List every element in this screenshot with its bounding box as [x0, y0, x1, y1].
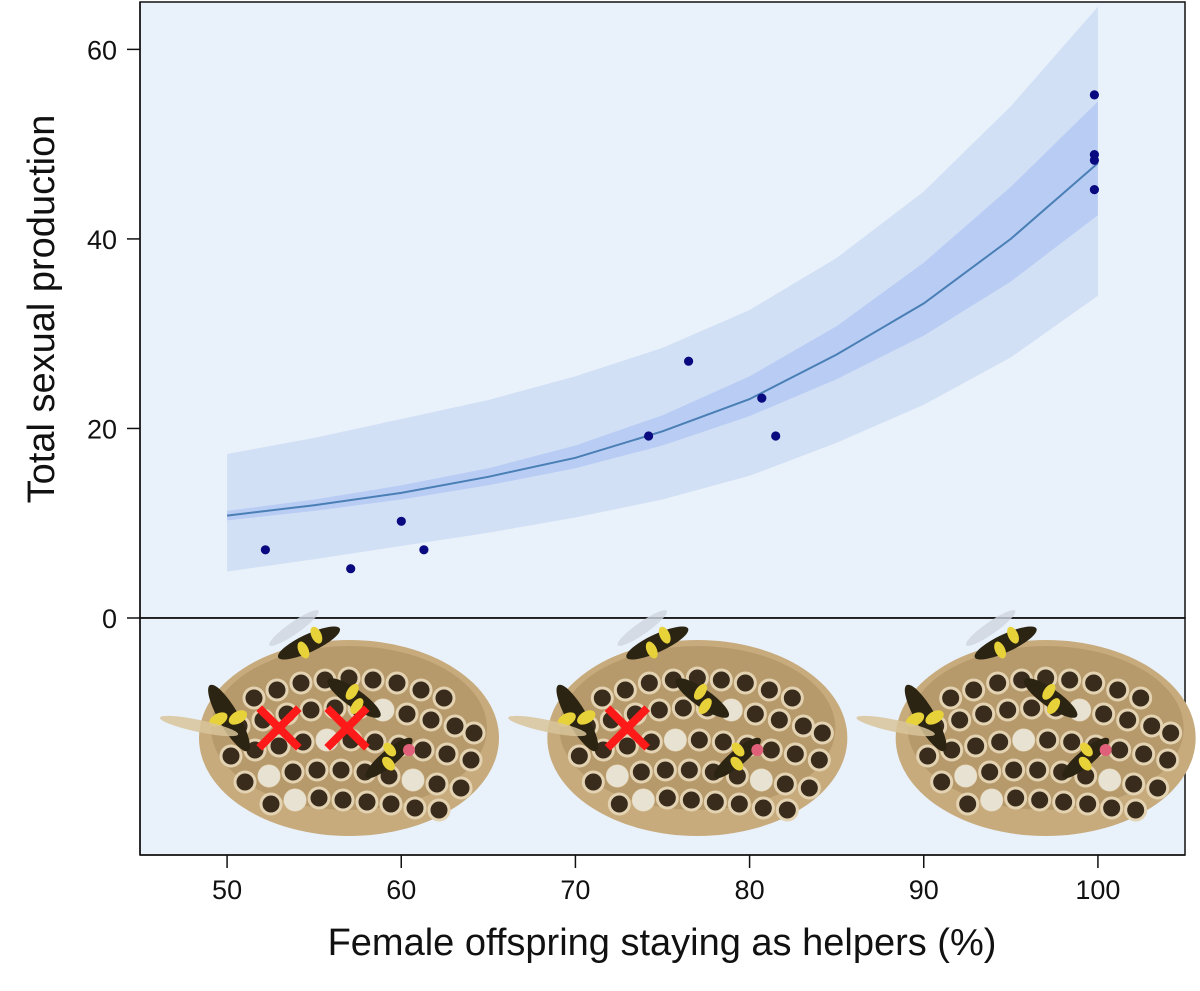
x-tick-label: 70	[560, 875, 590, 905]
nest-illustrations	[157, 604, 1198, 838]
fitted-curve	[226, 162, 1099, 517]
data-point	[260, 545, 270, 555]
x-tick-label: 60	[386, 875, 416, 905]
data-point	[757, 393, 767, 403]
y-tick-label: 20	[87, 414, 117, 444]
x-tick-label: 90	[909, 875, 939, 905]
outer-confidence-band	[227, 6, 1098, 572]
data-point	[396, 516, 406, 526]
y-tick-label: 60	[87, 35, 117, 65]
data-point	[644, 431, 654, 441]
data-point	[684, 356, 694, 366]
data-point	[419, 545, 429, 555]
x-tick-label: 50	[212, 875, 242, 905]
y-axis-label: Total sexual production	[21, 115, 63, 504]
data-point	[771, 431, 781, 441]
x-ticks: 50 60 70 80 90 100	[212, 855, 1120, 905]
data-point	[1089, 90, 1099, 100]
x-axis-label: Female offspring staying as helpers (%)	[328, 922, 997, 964]
data-point	[346, 564, 356, 574]
data-point	[1089, 155, 1099, 165]
x-tick-label: 80	[735, 875, 765, 905]
x-tick-label: 100	[1075, 875, 1120, 905]
data-points	[260, 90, 1099, 574]
y-tick-label: 40	[87, 225, 117, 255]
inner-confidence-band	[227, 101, 1098, 521]
data-point	[1089, 185, 1099, 195]
y-tick-label: 0	[102, 604, 117, 634]
